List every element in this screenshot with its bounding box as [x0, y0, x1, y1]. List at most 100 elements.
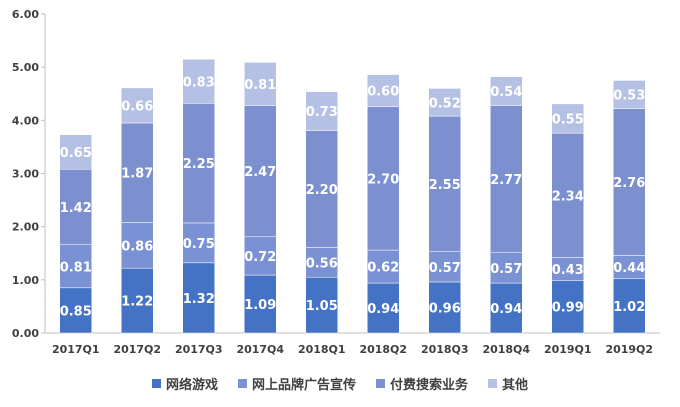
data-label: 1.32	[183, 292, 215, 307]
bar-segment	[182, 103, 215, 224]
bar-segment	[59, 244, 92, 289]
x-tick-label: 2017Q2	[113, 343, 161, 356]
x-tick-label: 2017Q3	[175, 343, 223, 356]
x-tick-label: 2017Q4	[236, 343, 284, 356]
legend-swatch	[488, 378, 498, 388]
data-label: 0.85	[60, 304, 92, 319]
bar-segment	[551, 132, 584, 258]
bar-segment	[428, 88, 461, 117]
data-label: 2.55	[429, 178, 461, 193]
bar-segment	[121, 267, 154, 334]
data-label: 0.57	[490, 262, 522, 277]
legend-label: 网上品牌广告宣传	[251, 377, 356, 393]
bar-segment	[613, 108, 646, 256]
y-tick-label: 3.00	[12, 168, 39, 181]
data-label: 0.81	[60, 260, 92, 275]
bar-segment	[613, 80, 646, 109]
bar-segment	[182, 262, 215, 334]
data-label: 1.02	[613, 300, 645, 315]
bar-segment	[490, 282, 523, 334]
data-label: 0.54	[490, 85, 522, 100]
data-labels: 0.85 0.81 1.42 0.65 1.22 0.86 1.87 0.66 1.32 0.75…	[60, 75, 646, 319]
data-label: 2.47	[244, 165, 276, 180]
y-tick-label: 1.00	[12, 274, 39, 287]
legend-item: 其他	[488, 374, 528, 393]
bar-segment	[244, 236, 277, 276]
data-label: 0.62	[367, 261, 399, 276]
x-tick-label: 2018Q3	[421, 343, 469, 356]
data-label: 0.99	[552, 301, 584, 316]
x-tick-label: 2018Q4	[482, 343, 530, 356]
data-label: 0.57	[429, 261, 461, 276]
bar-segment	[367, 106, 400, 251]
data-label: 0.94	[367, 302, 399, 317]
data-label: 0.60	[367, 85, 399, 100]
bar-segment	[121, 122, 154, 223]
bar-segment	[182, 222, 215, 264]
y-tick-label: 2.00	[12, 221, 39, 234]
data-label: 1.09	[244, 298, 276, 313]
x-tick-label: 2018Q1	[298, 343, 346, 356]
legend-label: 其他	[502, 377, 529, 393]
data-label: 2.76	[613, 176, 645, 191]
data-label: 2.25	[183, 157, 215, 172]
data-label: 2.70	[367, 172, 399, 187]
x-tick-label: 2019Q1	[544, 343, 592, 356]
data-label: 0.56	[306, 256, 338, 271]
data-label: 2.77	[490, 173, 522, 188]
data-label: 1.22	[121, 295, 153, 310]
bar-segment	[367, 74, 400, 107]
bar-segment	[59, 134, 92, 170]
data-label: 0.73	[306, 105, 338, 120]
bar-segment	[551, 103, 584, 134]
bar-segment	[490, 105, 523, 253]
bar-segment	[244, 274, 277, 334]
y-tick-label: 0.00	[12, 327, 39, 340]
data-label: 0.43	[552, 263, 584, 278]
legend-swatch	[237, 378, 247, 388]
bar-segment	[244, 62, 277, 106]
bar-segment	[367, 282, 400, 334]
bar-segment	[244, 105, 277, 238]
data-label: 2.20	[306, 183, 338, 198]
data-label: 0.75	[183, 237, 215, 252]
bar-segment	[490, 76, 523, 106]
data-label: 0.83	[183, 75, 215, 90]
y-tick-label: 5.00	[12, 61, 39, 74]
data-label: 0.81	[244, 78, 276, 93]
legend: 网络游戏 网上品牌广告宣传 付费搜索业务 其他	[0, 372, 680, 394]
legend-swatch	[376, 378, 385, 388]
legend-label: 网络游戏	[165, 377, 218, 393]
y-tick-label: 4.00	[12, 114, 39, 127]
data-label: 1.42	[60, 201, 92, 216]
y-tick-label: 6.00	[12, 8, 39, 21]
axes: 0.00 1.00 2.00 3.00 4.00 5.00 6.00 2017Q1 2017Q2…	[12, 8, 660, 356]
bar-segment	[121, 222, 154, 269]
bar-segment	[182, 58, 215, 104]
bar-segment	[490, 252, 523, 284]
data-label: 0.44	[613, 261, 645, 276]
x-tick-label: 2019Q2	[605, 343, 653, 356]
data-label: 0.52	[429, 96, 461, 111]
stacked-bar-chart: 0.00 1.00 2.00 3.00 4.00 5.00 6.00 2017Q1 2017Q2…	[12, 8, 660, 356]
legend-item: 网上品牌广告宣传	[237, 374, 356, 393]
data-label: 0.96	[429, 301, 461, 316]
legend-label: 付费搜索业务	[390, 377, 469, 393]
data-label: 0.72	[244, 250, 276, 265]
legend-swatch	[151, 378, 161, 388]
bar-segment	[59, 168, 92, 245]
legend-item: 网络游戏	[151, 374, 218, 393]
data-label: 0.65	[60, 146, 92, 161]
data-label: 0.86	[121, 239, 153, 254]
data-label: 1.87	[121, 167, 153, 182]
bar-segment	[59, 287, 92, 334]
data-label: 0.66	[121, 99, 153, 114]
data-label: 0.53	[613, 89, 645, 104]
legend-item: 付费搜索业务	[376, 374, 468, 393]
data-label: 0.94	[490, 302, 522, 317]
bar-segment	[305, 91, 338, 131]
bar-segment	[305, 247, 338, 278]
bar-segment	[305, 276, 338, 334]
bar-segment	[121, 87, 154, 124]
bar-segment	[551, 280, 584, 334]
